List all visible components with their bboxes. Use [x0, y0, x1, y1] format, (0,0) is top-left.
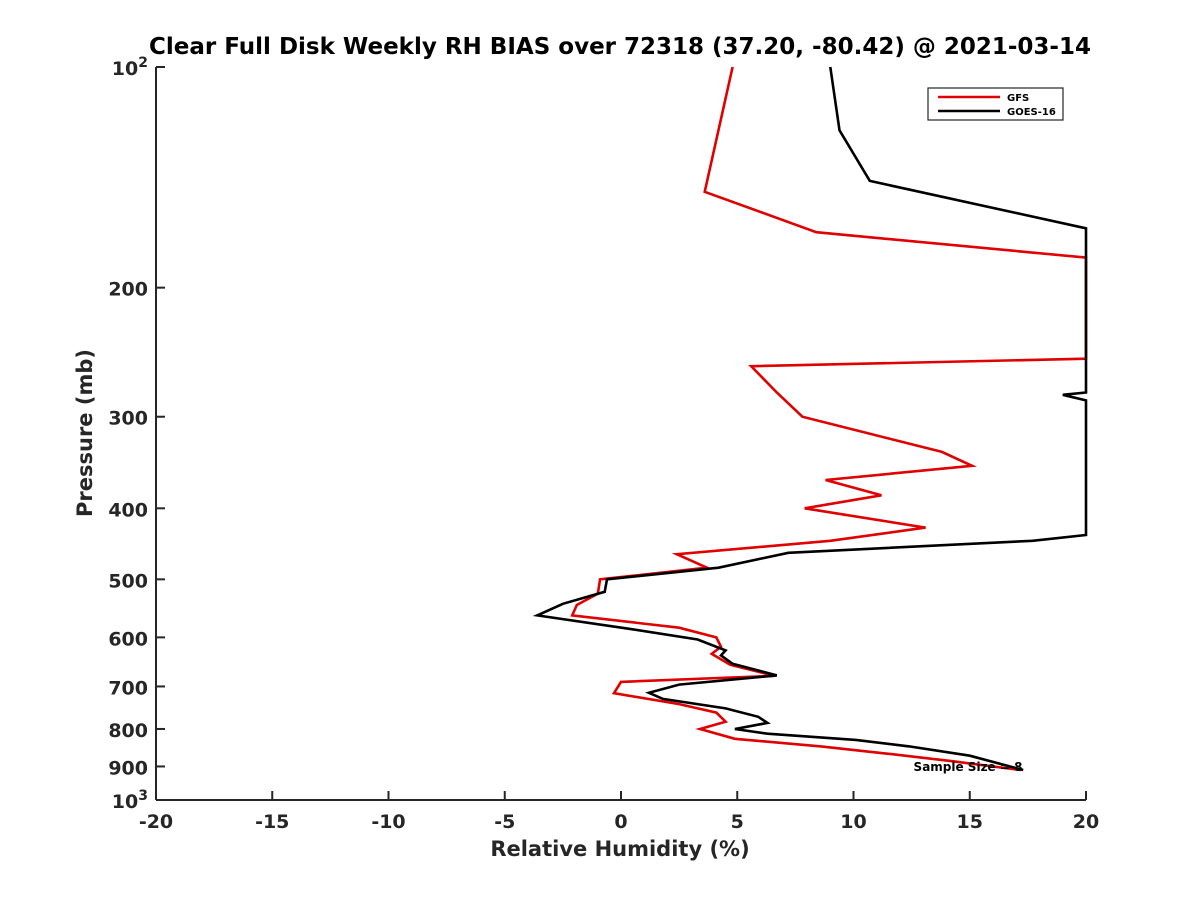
y-axis-label: Pressure (mb) — [73, 349, 97, 517]
x-tick-label: 5 — [731, 811, 744, 833]
y-ticks: 102 200 300 400 500 600 700 800 900 103 — [108, 55, 165, 813]
x-tick-label: -20 — [139, 811, 173, 833]
legend: GFS GOES-16 — [927, 87, 1064, 121]
legend-label-goes16: GOES-16 — [1007, 107, 1056, 118]
series-line-goes16 — [532, 66, 1088, 772]
x-tick-label: 20 — [1073, 811, 1099, 833]
y-tick-label: 102 — [112, 55, 148, 80]
x-tick-label: -10 — [371, 811, 405, 833]
x-axis-label: Relative Humidity (%) — [490, 837, 749, 861]
x-tick-label: -5 — [494, 811, 515, 833]
y-tick-label: 600 — [108, 628, 148, 650]
chart-title: Clear Full Disk Weekly RH BIAS over 7231… — [149, 34, 1091, 60]
y-tick-label: 300 — [108, 408, 148, 430]
x-ticks: -20 -15 -10 -5 0 5 10 15 20 — [139, 791, 1099, 833]
x-tick-label: -15 — [255, 811, 289, 833]
x-tick-label: 15 — [957, 811, 983, 833]
sample-size-annotation: Sample Size = 8 — [914, 760, 1023, 774]
legend-box — [927, 87, 1064, 121]
y-tick-label: 103 — [112, 788, 148, 813]
x-tick-label: 0 — [614, 811, 627, 833]
plot-background — [156, 67, 1086, 800]
series-layer — [532, 66, 1088, 772]
legend-label-gfs: GFS — [1007, 93, 1029, 104]
y-tick-label: 200 — [108, 279, 148, 301]
x-tick-label: 10 — [840, 811, 866, 833]
y-tick-label: 800 — [108, 720, 148, 742]
y-tick-label: 700 — [108, 677, 148, 699]
y-tick-label: 400 — [108, 499, 148, 521]
y-tick-label: 900 — [108, 757, 148, 779]
y-tick-label: 500 — [108, 570, 148, 592]
series-line-gfs — [570, 66, 1088, 772]
